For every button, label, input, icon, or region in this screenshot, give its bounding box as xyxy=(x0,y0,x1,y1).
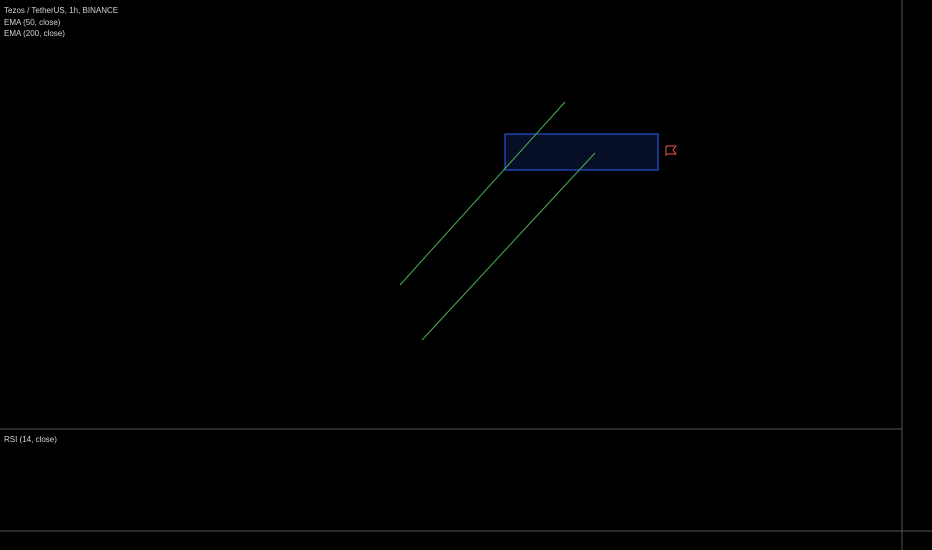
range-box[interactable] xyxy=(504,133,659,171)
legend-entry: EMA (200, close) xyxy=(4,29,65,38)
chart-title: Tezos / TetherUS, 1h, BINANCE xyxy=(4,6,118,15)
channel-lower[interactable] xyxy=(421,152,596,341)
legend-entry: EMA (50, close) xyxy=(4,18,61,27)
channel-upper[interactable] xyxy=(399,101,566,286)
flag-icon[interactable] xyxy=(665,145,677,156)
legend-entry: RSI (14, close) xyxy=(4,435,57,444)
